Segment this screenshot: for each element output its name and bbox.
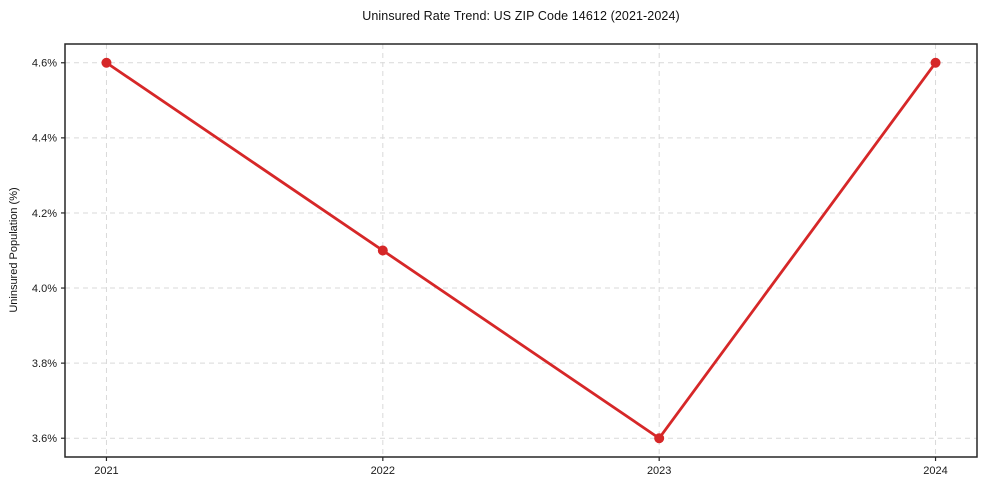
y-tick-label: 4.0% xyxy=(32,283,57,295)
data-point-marker xyxy=(930,57,941,68)
y-tick-label: 4.6% xyxy=(32,58,57,70)
trend-line xyxy=(105,61,937,440)
x-tick-label: 2021 xyxy=(94,465,118,477)
x-tick-label: 2023 xyxy=(647,465,671,477)
y-tick-label: 4.4% xyxy=(32,133,57,145)
chart-title: Uninsured Rate Trend: US ZIP Code 14612 … xyxy=(362,9,680,23)
y-tick-label: 3.8% xyxy=(32,358,57,370)
x-tick-label: 2024 xyxy=(923,465,947,477)
data-point-marker xyxy=(377,245,388,256)
plot-border xyxy=(64,43,978,458)
data-point-marker xyxy=(101,57,112,68)
y-tick-label: 3.6% xyxy=(32,433,57,445)
x-tick-label: 2022 xyxy=(371,465,395,477)
data-point-marker xyxy=(654,433,665,444)
y-tick-label: 4.2% xyxy=(32,208,57,220)
